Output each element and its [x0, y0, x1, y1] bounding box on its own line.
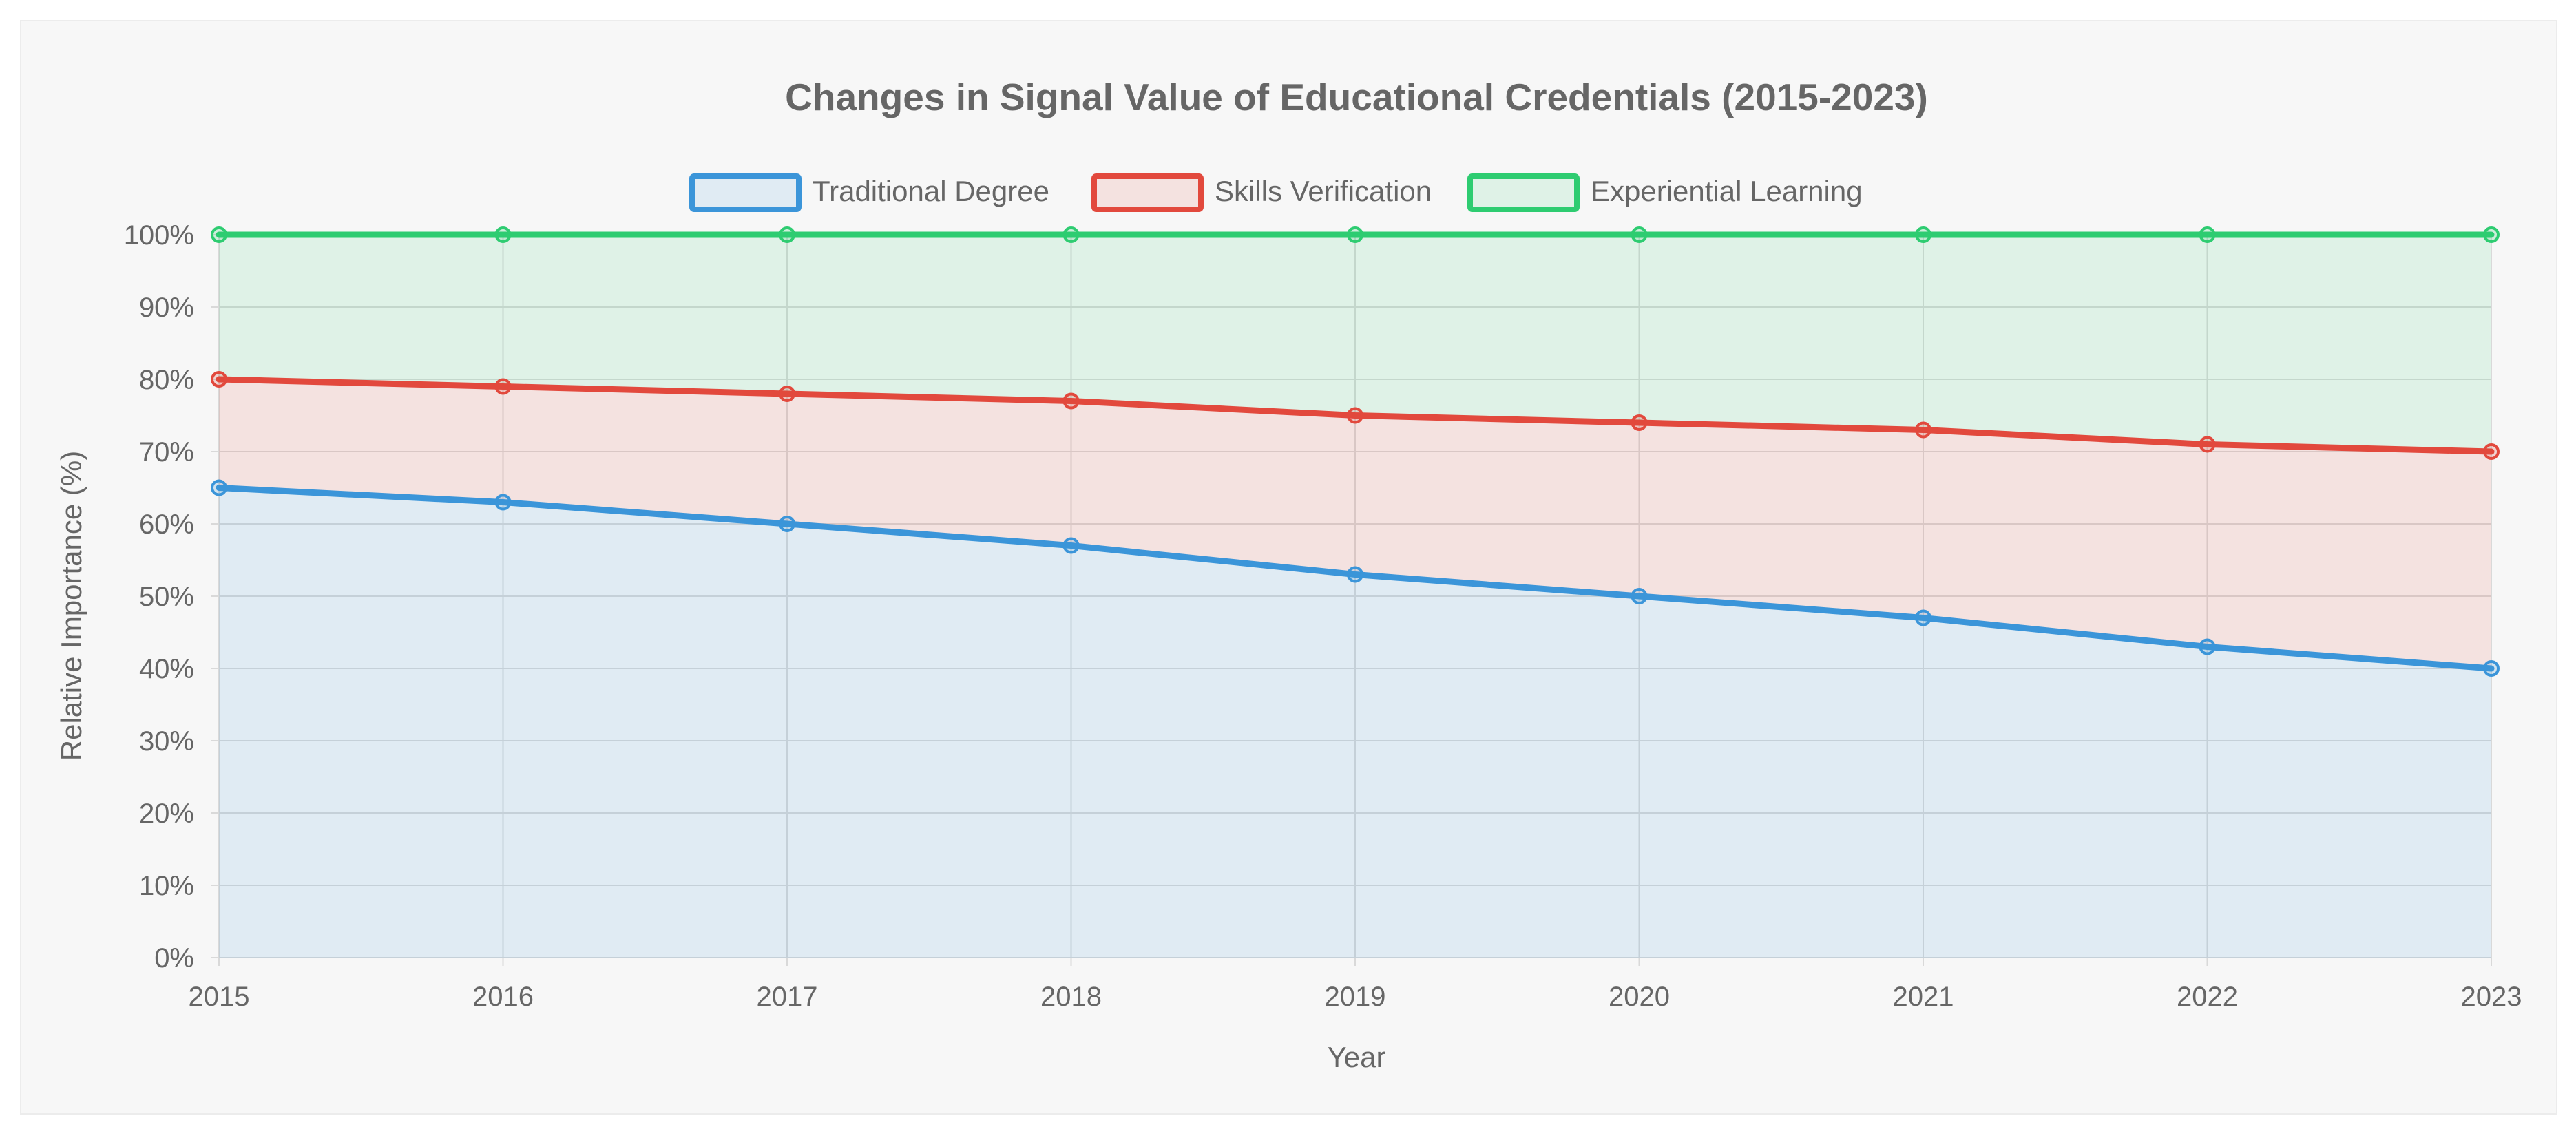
x-tick-label: 2020 — [1609, 982, 1670, 1012]
point-traditional-degree-2017[interactable] — [779, 516, 795, 532]
x-tick-label: 2022 — [2177, 982, 2238, 1012]
y-axis-label: Relative Importance (%) — [55, 451, 87, 761]
point-experiential-learning-2016[interactable] — [494, 226, 512, 243]
point-skills-verification-2015[interactable] — [211, 371, 227, 388]
point-experiential-learning-2023[interactable] — [2483, 226, 2500, 243]
point-skills-verification-2016[interactable] — [494, 378, 512, 395]
x-tick-label: 2018 — [1040, 982, 1102, 1012]
point-skills-verification-2020[interactable] — [1631, 414, 1648, 431]
point-traditional-degree-2016[interactable] — [494, 494, 512, 511]
legend: Traditional Degree Skills Verification Exp… — [689, 173, 1863, 212]
y-tick-label: 80% — [139, 365, 194, 395]
point-skills-verification-2018[interactable] — [1062, 392, 1080, 410]
series-lines — [216, 231, 2495, 672]
series-areas — [219, 235, 2491, 958]
point-experiential-learning-2015[interactable] — [211, 226, 227, 243]
y-tick-label: 90% — [139, 293, 194, 323]
legend-label: Skills Verification — [1215, 175, 1432, 207]
legend-swatch — [689, 173, 802, 212]
point-experiential-learning-2020[interactable] — [1631, 226, 1648, 243]
point-skills-verification-2019[interactable] — [1347, 407, 1363, 424]
line-skills-verification — [216, 376, 2495, 455]
chart-title: Changes in Signal Value of Educational C… — [785, 76, 1928, 118]
x-tick-label: 2016 — [472, 982, 534, 1012]
point-traditional-degree-2015[interactable] — [211, 479, 227, 496]
x-axis-ticks: 2015 2016 2017 2018 2019 2020 2021 2022 2023 — [189, 982, 2522, 1012]
gridlines — [211, 234, 2492, 966]
y-tick-label: 10% — [139, 871, 194, 901]
y-tick-label: 50% — [139, 582, 194, 612]
point-traditional-degree-2021[interactable] — [1915, 609, 1931, 626]
x-tick-label: 2019 — [1325, 982, 1386, 1012]
point-skills-verification-2023[interactable] — [2483, 443, 2500, 460]
legend-item-traditional-degree[interactable]: Traditional Degree — [689, 173, 1049, 212]
legend-swatch — [1091, 173, 1204, 212]
legend-swatch — [1467, 173, 1580, 212]
y-tick-label: 30% — [139, 726, 194, 757]
area-skills-verification — [219, 379, 2491, 668]
y-tick-label: 70% — [139, 437, 194, 467]
area-experiential-learning — [219, 235, 2491, 452]
legend-item-experiential-learning[interactable]: Experiential Learning — [1467, 173, 1863, 212]
point-experiential-learning-2022[interactable] — [2199, 226, 2216, 243]
area-traditional-degree — [219, 487, 2491, 958]
legend-label: Experiential Learning — [1591, 175, 1863, 207]
point-traditional-degree-2018[interactable] — [1062, 537, 1080, 554]
y-tick-label: 100% — [124, 220, 194, 251]
legend-item-skills-verification[interactable]: Skills Verification — [1091, 173, 1432, 212]
line-traditional-degree — [216, 485, 2495, 672]
legend-label: Traditional Degree — [813, 175, 1049, 207]
point-skills-verification-2017[interactable] — [779, 386, 795, 402]
point-traditional-degree-2023[interactable] — [2483, 660, 2500, 677]
point-experiential-learning-2017[interactable] — [779, 226, 795, 243]
x-tick-label: 2023 — [2461, 982, 2522, 1012]
point-experiential-learning-2019[interactable] — [1347, 226, 1363, 243]
point-traditional-degree-2020[interactable] — [1631, 588, 1648, 604]
point-experiential-learning-2021[interactable] — [1915, 226, 1931, 243]
point-experiential-learning-2018[interactable] — [1062, 226, 1080, 243]
x-tick-label: 2021 — [1893, 982, 1954, 1012]
y-tick-label: 0% — [154, 943, 194, 973]
x-tick-label: 2017 — [757, 982, 818, 1012]
y-tick-label: 40% — [139, 654, 194, 684]
point-skills-verification-2021[interactable] — [1915, 421, 1931, 439]
series-points — [211, 226, 2500, 677]
point-traditional-degree-2019[interactable] — [1347, 566, 1363, 583]
point-skills-verification-2022[interactable] — [2199, 436, 2216, 453]
y-tick-label: 20% — [139, 799, 194, 829]
point-traditional-degree-2022[interactable] — [2199, 638, 2216, 655]
y-axis-ticks: 0% 10% 20% 30% 40% 50% 60% 70% 80% 90% 100% — [124, 220, 194, 973]
y-tick-label: 60% — [139, 509, 194, 540]
x-tick-label: 2015 — [189, 982, 250, 1012]
x-axis-label: Year — [1328, 1041, 1386, 1073]
